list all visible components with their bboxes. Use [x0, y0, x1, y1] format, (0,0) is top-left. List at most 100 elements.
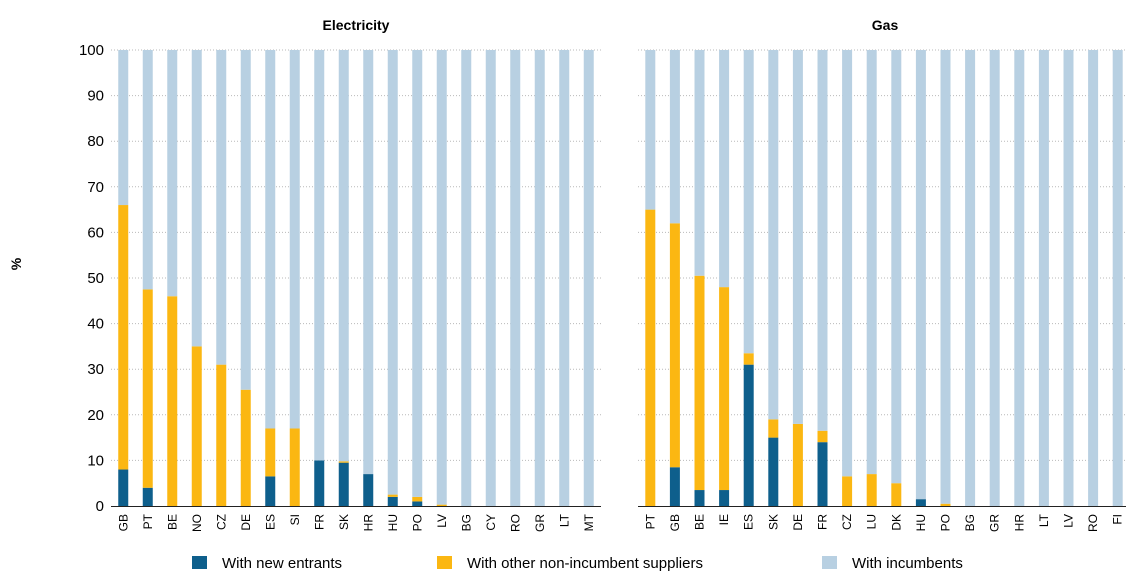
- x-tick-label: DE: [791, 514, 805, 531]
- panel-electricity: Electricity 0 10 20 30 40 50 60 70 80 90 100 GB PT BE N…: [79, 17, 601, 532]
- bar-new-entrants: [338, 462, 349, 506]
- x-tick-label: HR: [361, 514, 375, 532]
- bar-incumbents: [167, 50, 178, 297]
- bar-incumbents: [792, 50, 803, 424]
- bar-new-entrants: [669, 467, 680, 506]
- y-tick-label: 90: [87, 88, 104, 105]
- bar-other-non-incumbent: [842, 476, 853, 506]
- legend-item-incumbents: With incumbents: [822, 555, 963, 572]
- y-tick-label: 30: [87, 361, 104, 378]
- bar-incumbents: [842, 50, 853, 477]
- bar-other-non-incumbent: [191, 346, 202, 506]
- legend-label: With new entrants: [222, 555, 342, 572]
- bar-incumbents: [461, 50, 472, 506]
- bar-incumbents: [915, 50, 926, 500]
- bar-other-non-incumbent: [669, 223, 680, 468]
- bar-incumbents: [940, 50, 951, 504]
- bar-incumbents: [583, 50, 594, 506]
- bar-incumbents: [1088, 50, 1099, 506]
- x-tick-label: DK: [889, 514, 903, 531]
- x-tick-label: GB: [668, 514, 682, 531]
- x-tick-label: GR: [533, 514, 547, 532]
- bar-incumbents: [191, 50, 202, 347]
- x-tick-label: LT: [1037, 513, 1051, 527]
- bar-other-non-incumbent: [118, 205, 129, 470]
- x-tick-label: RO: [1086, 514, 1100, 532]
- x-tick-label: HU: [386, 514, 400, 531]
- x-tick-label: FR: [312, 514, 326, 530]
- bar-incumbents: [965, 50, 976, 506]
- bar-incumbents: [1063, 50, 1074, 506]
- panel-gas: Gas PT GB BE IE ES SK DE FR CZ LU DK HU PO BG GR HR LT LV R…: [638, 17, 1126, 532]
- x-tick-label: ES: [263, 514, 277, 530]
- bar-new-entrants: [118, 469, 129, 506]
- x-tick-label: CZ: [840, 514, 854, 530]
- legend-swatch: [437, 556, 452, 569]
- legend-swatch: [192, 556, 207, 569]
- bar-new-entrants: [363, 474, 374, 506]
- bar-other-non-incumbent: [645, 209, 656, 506]
- bar-incumbents: [743, 50, 754, 354]
- bar-other-non-incumbent: [719, 287, 730, 491]
- legend-label: With other non-incumbent suppliers: [467, 555, 703, 572]
- bar-other-non-incumbent: [167, 296, 178, 506]
- bar-incumbents: [510, 50, 521, 506]
- bar-other-non-incumbent: [436, 504, 447, 506]
- legend-item-other-non-incumbent: With other non-incumbent suppliers: [437, 555, 703, 572]
- x-tick-label: LV: [435, 514, 449, 528]
- bar-incumbents: [289, 50, 300, 429]
- bar-other-non-incumbent: [891, 483, 902, 506]
- x-tick-label: ES: [742, 514, 756, 530]
- bar-other-non-incumbent: [768, 419, 779, 438]
- bar-other-non-incumbent: [265, 428, 276, 477]
- bar-incumbents: [387, 50, 398, 495]
- x-tick-label: BE: [165, 514, 179, 530]
- bar-other-non-incumbent: [792, 423, 803, 506]
- bar-incumbents: [412, 50, 423, 497]
- x-tick-label: LT: [557, 513, 571, 527]
- bar-incumbents: [363, 50, 374, 475]
- x-tick-label: CZ: [214, 514, 228, 530]
- bar-other-non-incumbent: [412, 496, 423, 502]
- y-tick-label: 70: [87, 179, 104, 196]
- y-tick-label: 0: [96, 498, 104, 515]
- x-tick-label: BE: [693, 514, 707, 530]
- bar-incumbents: [1014, 50, 1025, 506]
- x-tick-label: PO: [410, 514, 424, 531]
- bar-other-non-incumbent: [289, 428, 300, 506]
- bar-incumbents: [118, 50, 129, 206]
- x-tick-label: HR: [1012, 514, 1026, 532]
- x-tick-label: RO: [508, 514, 522, 532]
- bar-incumbents: [1038, 50, 1049, 506]
- bar-incumbents: [265, 50, 276, 429]
- bar-incumbents: [142, 50, 153, 290]
- bar-other-non-incumbent: [817, 430, 828, 443]
- x-tick-label: LU: [865, 514, 879, 529]
- legend-item-new-entrants: With new entrants: [192, 555, 342, 572]
- bar-new-entrants: [719, 490, 730, 506]
- bar-new-entrants: [817, 442, 828, 506]
- bar-other-non-incumbent: [866, 474, 877, 506]
- bar-incumbents: [314, 50, 325, 461]
- bar-other-non-incumbent: [240, 389, 251, 506]
- x-tick-label: GB: [116, 514, 130, 531]
- x-tick-label: GR: [988, 514, 1002, 532]
- legend-swatch: [822, 556, 837, 569]
- bar-other-non-incumbent: [743, 353, 754, 365]
- panel-title: Electricity: [323, 17, 390, 33]
- bar-incumbents: [485, 50, 496, 506]
- bar-other-non-incumbent: [694, 275, 705, 491]
- bar-incumbents: [436, 50, 447, 505]
- bar-incumbents: [768, 50, 779, 420]
- x-tick-label: FR: [816, 514, 830, 530]
- y-axis-label: %: [8, 257, 24, 270]
- bar-incumbents: [645, 50, 656, 210]
- x-tick-label: SK: [766, 514, 780, 530]
- bar-incumbents: [866, 50, 877, 475]
- bar-incumbents: [240, 50, 251, 390]
- bar-incumbents: [817, 50, 828, 431]
- bar-new-entrants: [694, 490, 705, 506]
- x-tick-label: BG: [963, 514, 977, 531]
- x-tick-label: SK: [337, 514, 351, 530]
- bar-incumbents: [534, 50, 545, 506]
